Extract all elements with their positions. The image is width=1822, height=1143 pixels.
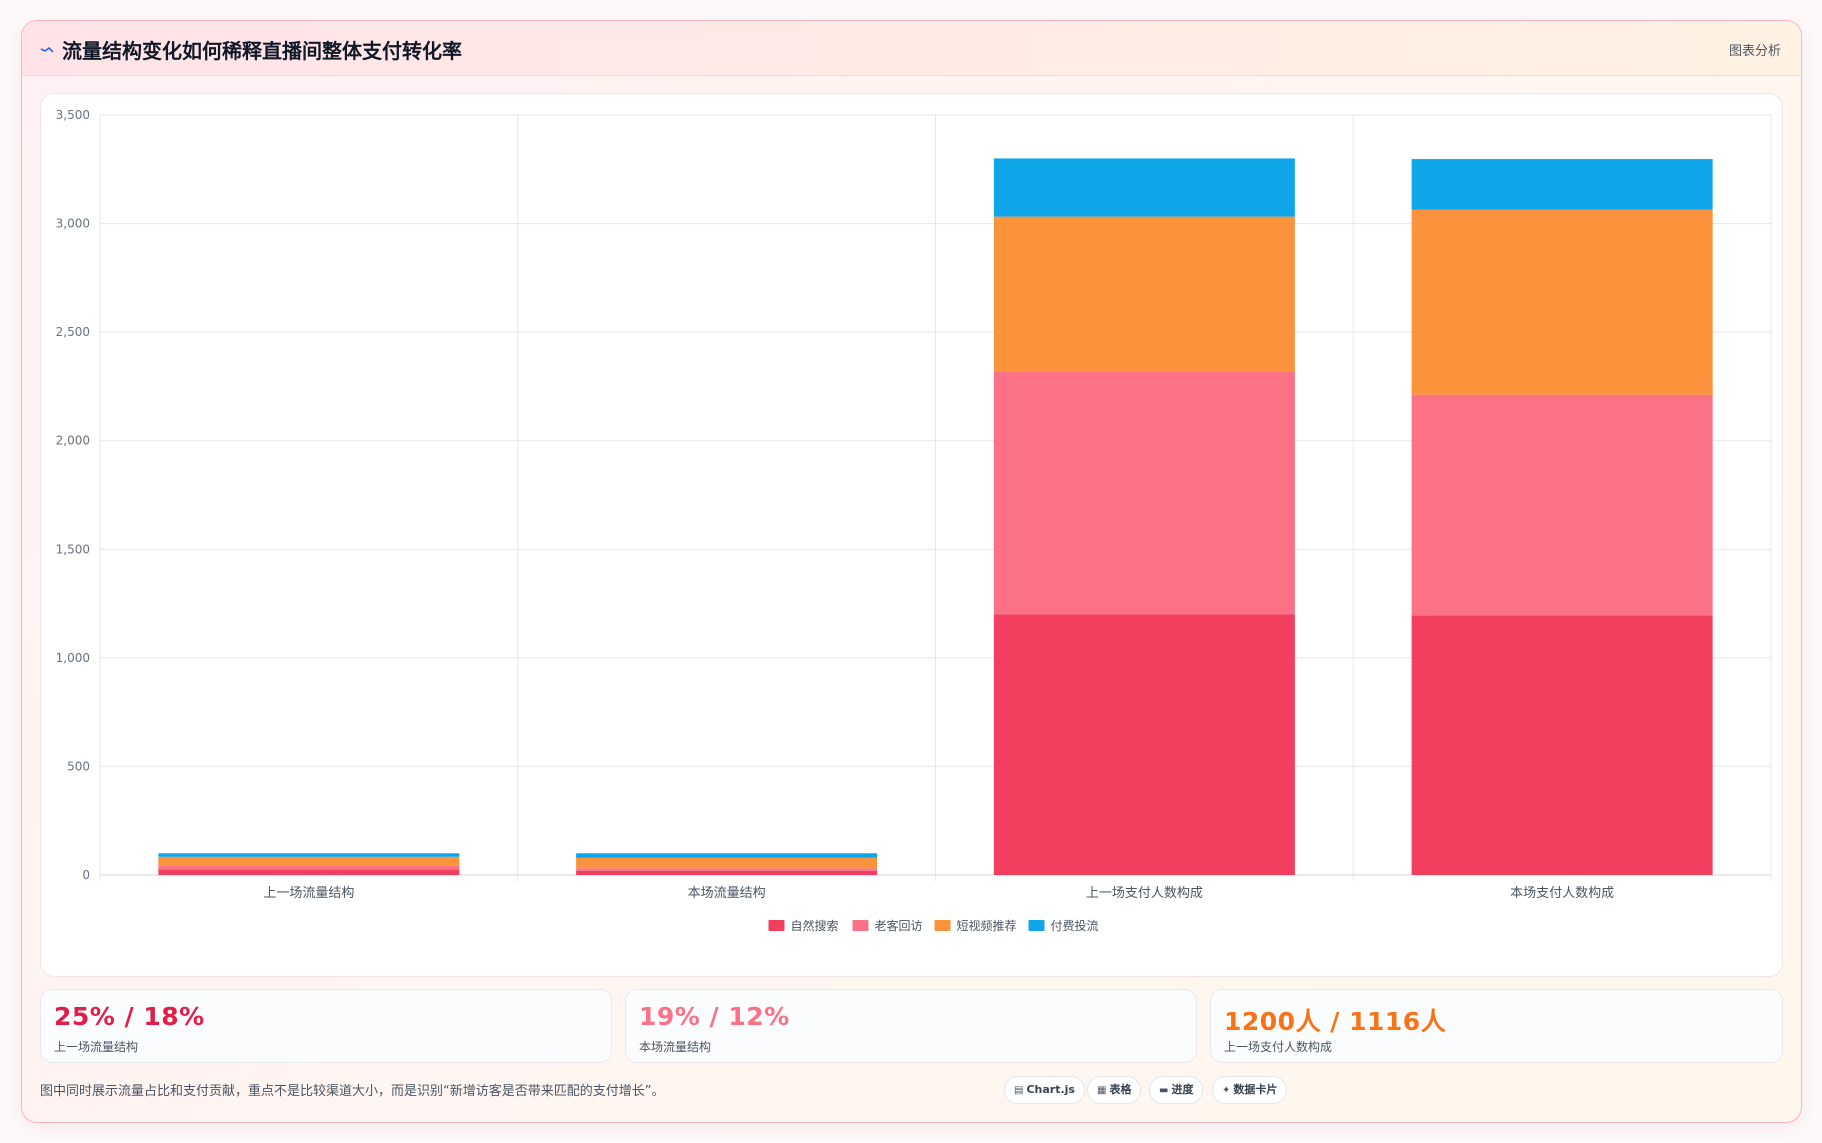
chart-panel: 0 500 1,000 1,500 2,000 2,500 3,000 3,500 上一场流量结… bbox=[40, 93, 1783, 977]
chip-chartjs[interactable]: ▤ Chart.js bbox=[1004, 1076, 1085, 1104]
stat-value: 19% / 12% bbox=[639, 1002, 790, 1031]
stacked-bar-chart: 0 500 1,000 1,500 2,000 2,500 3,000 3,500 上一场流量结… bbox=[56, 108, 1772, 933]
page-title: 流量结构变化如何稀释直播间整体支付转化率 bbox=[62, 39, 462, 63]
y-tick-label: 500 bbox=[67, 759, 90, 773]
bar-segment bbox=[158, 856, 460, 866]
bar-segment bbox=[576, 857, 878, 869]
stat-value: 1200人 / 1116人 bbox=[1224, 1007, 1447, 1036]
progress-icon: ▬ bbox=[1159, 1085, 1169, 1096]
stat-label: 上一场流量结构 bbox=[54, 1040, 139, 1054]
legend-label: 自然搜索 bbox=[791, 918, 839, 933]
bar-segment bbox=[158, 853, 460, 857]
trend-line-icon bbox=[40, 46, 54, 53]
bar-segment bbox=[576, 853, 878, 858]
x-tick-label: 上一场支付人数构成 bbox=[1086, 886, 1203, 901]
card-icon: ✦ bbox=[1222, 1085, 1231, 1096]
y-tick-label: 1,500 bbox=[56, 542, 90, 556]
y-tick-label: 2,500 bbox=[56, 325, 90, 339]
stat-card-3: 1200人 / 1116人 上一场支付人数构成 bbox=[1210, 989, 1783, 1063]
bar-segment bbox=[993, 371, 1295, 615]
legend-swatch bbox=[1028, 920, 1045, 931]
legend-label: 老客回访 bbox=[875, 918, 923, 933]
chip-table[interactable]: ▦ 表格 bbox=[1087, 1076, 1142, 1104]
chip-progress[interactable]: ▬ 进度 bbox=[1149, 1076, 1204, 1104]
chart-footnote: 图中同时展示流量占比和支付贡献，重点不是比较渠道大小，而是识别“新增访客是否带来… bbox=[40, 1084, 665, 1099]
bar-segment bbox=[993, 216, 1295, 372]
bar-segment bbox=[1411, 615, 1713, 875]
legend-label: 短视频推荐 bbox=[957, 918, 1017, 933]
stat-label: 本场流量结构 bbox=[639, 1040, 712, 1054]
chart-analysis-button[interactable]: 图表分析 bbox=[1728, 44, 1781, 59]
bar-segment bbox=[158, 869, 460, 875]
card-header: 流量结构变化如何稀释直播间整体支付转化率 图表分析 bbox=[22, 21, 1801, 76]
bar-segment bbox=[1411, 209, 1713, 395]
y-tick-label: 3,000 bbox=[56, 217, 90, 231]
chart-icon: ▤ bbox=[1014, 1085, 1024, 1096]
x-tick-label: 本场流量结构 bbox=[688, 886, 766, 901]
y-tick-label: 0 bbox=[82, 868, 90, 882]
legend-swatch bbox=[852, 920, 869, 931]
stat-label: 上一场支付人数构成 bbox=[1224, 1040, 1333, 1054]
bar-segment bbox=[1411, 159, 1713, 210]
bar-segment bbox=[576, 868, 878, 871]
chip-data-card[interactable]: ✦ 数据卡片 bbox=[1212, 1076, 1288, 1104]
x-tick-label: 上一场流量结构 bbox=[263, 886, 354, 901]
bar-segment bbox=[993, 158, 1295, 217]
chip-label: 表格 bbox=[1109, 1083, 1132, 1096]
chart-card: 流量结构变化如何稀释直播间整体支付转化率 图表分析 0 500 1,000 1,500… bbox=[21, 20, 1802, 1123]
chip-label: 数据卡片 bbox=[1233, 1083, 1278, 1096]
bar-segment bbox=[1411, 394, 1713, 616]
chip-label: Chart.js bbox=[1026, 1083, 1075, 1096]
bar-segment bbox=[158, 865, 460, 870]
x-tick-label: 本场支付人数构成 bbox=[1510, 886, 1614, 901]
bar-segment bbox=[993, 614, 1295, 875]
y-tick-label: 1,000 bbox=[56, 651, 90, 665]
y-tick-label: 2,000 bbox=[56, 434, 90, 448]
legend-label: 付费投流 bbox=[1051, 918, 1099, 933]
bar-segment bbox=[576, 870, 878, 875]
y-tick-label: 3,500 bbox=[56, 108, 90, 122]
stat-value: 25% / 18% bbox=[54, 1002, 205, 1031]
stat-card-2: 19% / 12% 本场流量结构 bbox=[625, 989, 1197, 1063]
legend-swatch bbox=[768, 920, 785, 931]
chip-label: 进度 bbox=[1171, 1083, 1194, 1096]
legend-swatch bbox=[934, 920, 951, 931]
table-icon: ▦ bbox=[1097, 1085, 1107, 1096]
stat-card-1: 25% / 18% 上一场流量结构 bbox=[40, 989, 612, 1063]
